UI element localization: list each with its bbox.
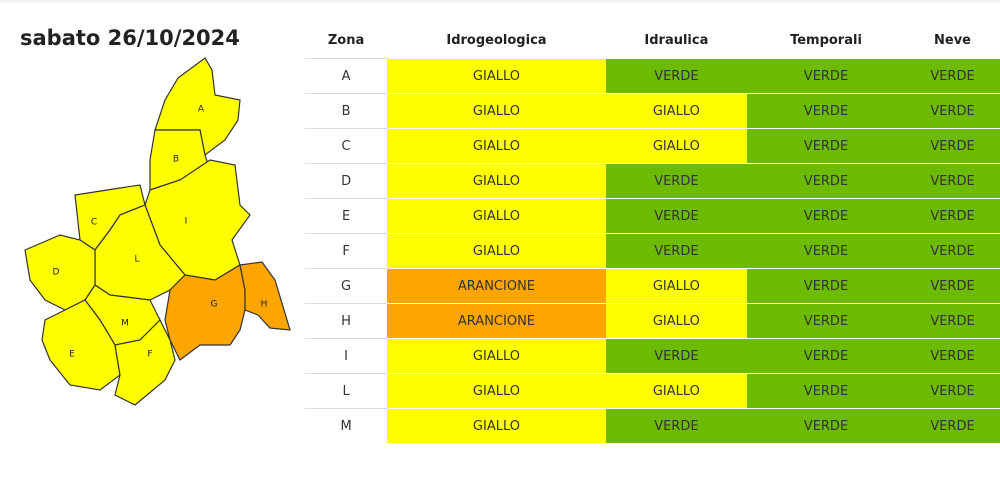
zone-label: D (53, 268, 60, 278)
table-row: L GIALLO GIALLO VERDE VERDE (305, 373, 1000, 409)
column-header: Idrogeologica (446, 32, 547, 48)
level-cell: VERDE (746, 338, 905, 374)
level-cell: VERDE (605, 338, 747, 374)
level-cell: VERDE (746, 408, 905, 443)
table-row: M GIALLO VERDE VERDE VERDE (305, 408, 1000, 443)
level-cell: GIALLO (387, 198, 606, 234)
level-cell: VERDE (605, 163, 747, 199)
zone-cell: I (305, 338, 388, 374)
table-body: A GIALLO VERDE VERDE VERDE B GIALLO GIALLO VERDE… (305, 58, 1000, 443)
zone-label: I (185, 217, 188, 227)
zone-cell: L (305, 373, 388, 409)
level-cell: VERDE (746, 93, 905, 129)
level-cell: GIALLO (605, 128, 747, 164)
level-cell: GIALLO (387, 408, 606, 443)
level-cell: VERDE (905, 128, 1000, 164)
level-cell: VERDE (905, 58, 1000, 94)
zone-label: B (173, 155, 179, 165)
zone-label: C (91, 218, 97, 228)
table-row: G ARANCIONE GIALLO VERDE VERDE (305, 268, 1000, 304)
zone-cell: D (305, 163, 388, 199)
table-row: I GIALLO VERDE VERDE VERDE (305, 338, 1000, 374)
level-cell: GIALLO (387, 338, 606, 374)
table-row: A GIALLO VERDE VERDE VERDE (305, 58, 1000, 94)
zone-label: H (261, 300, 268, 310)
zone-cell: A (305, 58, 388, 94)
level-cell: VERDE (905, 338, 1000, 374)
zone-area (154, 57, 241, 157)
table-row: H ARANCIONE GIALLO VERDE VERDE (305, 303, 1000, 339)
level-cell: VERDE (746, 233, 905, 269)
level-cell: VERDE (905, 163, 1000, 199)
header-row: Zona Idrogeologica Idraulica Temporali Neve (305, 22, 1000, 59)
level-cell: GIALLO (387, 233, 606, 269)
zone-cell: M (305, 408, 388, 443)
level-cell: VERDE (605, 408, 747, 443)
level-cell: GIALLO (605, 268, 747, 304)
level-cell: GIALLO (605, 93, 747, 129)
zone-cell: G (305, 268, 388, 304)
level-cell: VERDE (605, 233, 747, 269)
zone-cell: C (305, 128, 388, 164)
column-header: Idraulica (644, 32, 709, 48)
alert-table: Zona Idrogeologica Idraulica Temporali Neve … (305, 22, 1000, 443)
level-cell: GIALLO (605, 303, 747, 339)
top-shadow (0, 0, 1000, 4)
date-title: sabato 26/10/2024 (20, 26, 240, 50)
level-cell: VERDE (746, 373, 905, 409)
level-cell: ARANCIONE (387, 303, 606, 339)
zone-label: M (121, 319, 129, 329)
zone-label: E (69, 350, 75, 360)
level-cell: GIALLO (387, 58, 606, 94)
table-row: B GIALLO GIALLO VERDE VERDE (305, 93, 1000, 129)
zone-label: F (147, 350, 152, 360)
zone-cell: B (305, 93, 388, 129)
zone-cell: F (305, 233, 388, 269)
level-cell: VERDE (605, 58, 747, 94)
level-cell: GIALLO (605, 373, 747, 409)
zone-label: A (198, 105, 205, 115)
table-row: E GIALLO VERDE VERDE VERDE (305, 198, 1000, 234)
level-cell: VERDE (905, 198, 1000, 234)
zone-cell: E (305, 198, 388, 234)
level-cell: GIALLO (387, 373, 606, 409)
level-cell: VERDE (746, 198, 905, 234)
level-cell: VERDE (746, 58, 905, 94)
column-header: Neve (934, 32, 971, 48)
level-cell: VERDE (905, 373, 1000, 409)
table-row: C GIALLO GIALLO VERDE VERDE (305, 128, 1000, 164)
level-cell: VERDE (905, 303, 1000, 339)
level-cell: VERDE (746, 268, 905, 304)
level-cell: VERDE (746, 128, 905, 164)
column-header: Temporali (790, 32, 862, 48)
level-cell: VERDE (905, 233, 1000, 269)
zone-area (114, 318, 176, 406)
level-cell: VERDE (746, 303, 905, 339)
table-row: F GIALLO VERDE VERDE VERDE (305, 233, 1000, 269)
zone-area (24, 234, 96, 311)
level-cell: VERDE (905, 268, 1000, 304)
zone-area (239, 261, 291, 331)
zone-area (164, 264, 246, 361)
level-cell: GIALLO (387, 163, 606, 199)
zone-cell: H (305, 303, 388, 339)
zone-label: L (134, 255, 139, 265)
table-row: D GIALLO VERDE VERDE VERDE (305, 163, 1000, 199)
level-cell: ARANCIONE (387, 268, 606, 304)
level-cell: GIALLO (387, 128, 606, 164)
region-map: A B C D E F G H I L M (24, 57, 291, 406)
level-cell: VERDE (905, 408, 1000, 443)
zone-label: G (211, 300, 218, 310)
level-cell: VERDE (746, 163, 905, 199)
column-header: Zona (327, 32, 365, 48)
level-cell: VERDE (605, 198, 747, 234)
level-cell: GIALLO (387, 93, 606, 129)
level-cell: VERDE (905, 93, 1000, 129)
